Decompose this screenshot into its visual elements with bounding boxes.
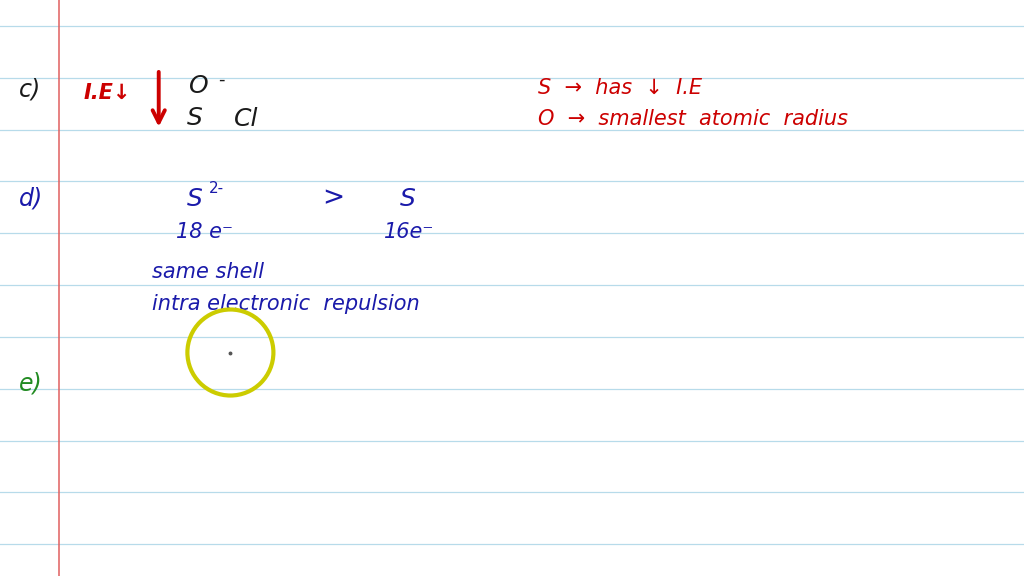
Text: e): e) bbox=[18, 371, 42, 395]
Text: S: S bbox=[186, 187, 203, 211]
Text: 18 e⁻: 18 e⁻ bbox=[176, 222, 233, 241]
Text: S  →  has  ↓  I.E: S → has ↓ I.E bbox=[538, 78, 701, 97]
Text: 16e⁻: 16e⁻ bbox=[384, 222, 434, 241]
Text: 2-: 2- bbox=[209, 181, 224, 196]
Text: same shell: same shell bbox=[152, 262, 263, 282]
Text: d): d) bbox=[18, 187, 43, 211]
Text: I.E↓: I.E↓ bbox=[84, 84, 131, 103]
Text: intra electronic  repulsion: intra electronic repulsion bbox=[152, 294, 419, 314]
Text: >: > bbox=[323, 185, 345, 212]
Text: S: S bbox=[399, 187, 416, 211]
Text: c): c) bbox=[18, 77, 41, 101]
Text: S: S bbox=[186, 106, 203, 130]
Text: O: O bbox=[189, 74, 209, 98]
Text: -: - bbox=[218, 70, 224, 89]
Text: O  →  smallest  atomic  radius: O → smallest atomic radius bbox=[538, 109, 848, 129]
Text: Cl: Cl bbox=[233, 107, 258, 131]
